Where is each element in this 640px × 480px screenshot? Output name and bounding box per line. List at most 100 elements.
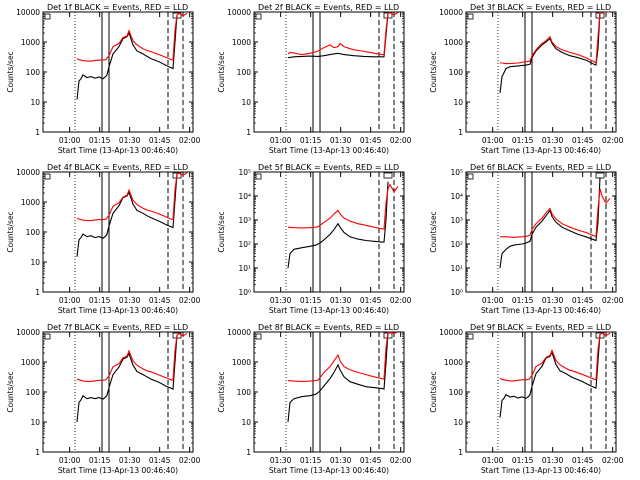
y-tick-label: 10 bbox=[453, 98, 463, 107]
x-tick-label: 01:30 bbox=[330, 456, 352, 465]
series-events-line bbox=[287, 181, 389, 269]
y-tick-label: 1 bbox=[246, 128, 251, 137]
corner-box-marker bbox=[44, 13, 51, 20]
panel-title: Det 5f BLACK = Events, RED = LLD bbox=[258, 163, 399, 172]
x-tick-label: 01:15 bbox=[512, 136, 534, 145]
marker-solid-pair bbox=[312, 331, 321, 453]
detector-panel-5: Det 5f BLACK = Events, RED = LLD 10⁰ 10¹ 10… bbox=[217, 163, 412, 315]
panel-title: Det 1f BLACK = Events, RED = LLD bbox=[47, 3, 188, 12]
corner-box-marker bbox=[467, 333, 474, 340]
x-tick-label: 01:00 bbox=[482, 456, 504, 465]
y-tick-label: 10 bbox=[453, 418, 463, 427]
y-tick-label: 10 bbox=[30, 98, 40, 107]
y-tick-label: 10² bbox=[450, 240, 463, 249]
x-tick-label: 01:15 bbox=[89, 136, 111, 145]
x-tick-label: 02:00 bbox=[602, 296, 624, 305]
x-tick-label: 01:00 bbox=[59, 136, 81, 145]
x-tick-label: 01:30 bbox=[542, 136, 564, 145]
plot-frame bbox=[42, 171, 194, 293]
series-events-line bbox=[499, 12, 601, 94]
series-lld-line bbox=[500, 188, 611, 238]
x-tick-label: 02:00 bbox=[602, 136, 624, 145]
series-events-line bbox=[287, 13, 389, 59]
panel-title: Det 2f BLACK = Events, RED = LLD bbox=[258, 3, 399, 12]
plot-frame bbox=[42, 11, 194, 133]
series-events-line bbox=[287, 332, 389, 423]
series-events-line bbox=[499, 177, 601, 269]
x-tick-label: 01:45 bbox=[149, 296, 171, 305]
x-tick-label: 02:00 bbox=[390, 136, 412, 145]
x-axis-label: Start Time (13-Apr-13 00:46:40) bbox=[481, 306, 601, 315]
x-tick-label: 01:00 bbox=[270, 136, 292, 145]
y-tick-label: 1 bbox=[35, 448, 40, 457]
corner-box-marker bbox=[44, 173, 51, 180]
x-tick-label: 01:45 bbox=[572, 136, 594, 145]
plot-frame bbox=[253, 171, 405, 293]
series-lld-line bbox=[76, 172, 188, 222]
y-tick-label: 1 bbox=[458, 128, 463, 137]
x-tick-label: 01:15 bbox=[300, 296, 322, 305]
y-tick-label: 1000 bbox=[232, 358, 251, 367]
y-tick-label: 100 bbox=[449, 388, 464, 397]
x-tick-label: 01:30 bbox=[542, 296, 564, 305]
y-axis-label: Counts/sec bbox=[429, 51, 438, 92]
y-tick-label: 10⁰ bbox=[450, 288, 463, 297]
corner-box-marker bbox=[255, 173, 262, 180]
y-tick-label: 1000 bbox=[444, 38, 463, 47]
marker-solid-pair bbox=[101, 331, 110, 453]
y-axis-label: Counts/sec bbox=[6, 211, 15, 252]
x-tick-label: 01:30 bbox=[270, 296, 292, 305]
corner-box-marker bbox=[467, 13, 474, 20]
y-tick-label: 100 bbox=[26, 228, 41, 237]
marker-solid-pair bbox=[524, 11, 533, 133]
x-tick-label: 01:30 bbox=[119, 296, 141, 305]
plot-frame bbox=[465, 11, 617, 133]
y-axis-label: Counts/sec bbox=[429, 211, 438, 252]
panel-title: Det 9f BLACK = Events, RED = LLD bbox=[470, 323, 611, 332]
detector-panel-2: Det 2f BLACK = Events, RED = LLD 1 10 100 10… bbox=[217, 3, 412, 155]
y-tick-label: 10⁵ bbox=[450, 168, 463, 177]
series-lld-line bbox=[500, 12, 610, 65]
x-tick-label: 01:45 bbox=[360, 456, 382, 465]
series-lld-line bbox=[287, 332, 399, 382]
x-tick-label: 02:00 bbox=[179, 296, 201, 305]
x-tick-label: 02:00 bbox=[179, 136, 201, 145]
series-lld-line bbox=[76, 12, 188, 62]
y-tick-label: 10000 bbox=[227, 8, 251, 17]
corner-box-marker bbox=[255, 333, 262, 340]
y-tick-label: 10 bbox=[241, 418, 251, 427]
series-events-line bbox=[76, 334, 178, 423]
plot-frame bbox=[465, 171, 617, 293]
y-tick-label: 1 bbox=[458, 448, 463, 457]
series-lld-line bbox=[76, 332, 188, 382]
x-tick-label: 01:15 bbox=[512, 456, 534, 465]
y-tick-label: 1000 bbox=[21, 198, 40, 207]
y-tick-label: 10² bbox=[238, 240, 251, 249]
y-tick-label: 1000 bbox=[21, 38, 40, 47]
detector-panel-6: Det 6f BLACK = Events, RED = LLD 10⁰ 10¹ 10… bbox=[429, 163, 624, 315]
x-tick-label: 02:00 bbox=[179, 456, 201, 465]
panel-title: Det 6f BLACK = Events, RED = LLD bbox=[470, 163, 611, 172]
detector-panel-8: Det 8f BLACK = Events, RED = LLD 1 10 100 10… bbox=[217, 323, 412, 475]
x-tick-label: 01:15 bbox=[300, 136, 322, 145]
x-tick-label: 01:30 bbox=[330, 296, 352, 305]
x-axis-label: Start Time (13-Apr-13 00:46:40) bbox=[481, 146, 601, 155]
x-tick-label: 01:30 bbox=[542, 456, 564, 465]
detector-panel-1: Det 1f BLACK = Events, RED = LLD 1 10 100 10… bbox=[6, 3, 201, 155]
x-axis-label: Start Time (13-Apr-13 00:46:40) bbox=[481, 466, 601, 475]
plot-frame bbox=[42, 331, 194, 453]
y-tick-label: 10⁴ bbox=[450, 192, 463, 201]
panel-title: Det 8f BLACK = Events, RED = LLD bbox=[258, 323, 399, 332]
y-axis-label: Counts/sec bbox=[429, 371, 438, 412]
marker-solid-pair bbox=[312, 171, 321, 293]
x-axis-label: Start Time (13-Apr-13 00:46:40) bbox=[58, 306, 178, 315]
detector-panel-7: Det 7f BLACK = Events, RED = LLD 1 10 100 10… bbox=[6, 323, 201, 475]
plot-frame bbox=[465, 331, 617, 453]
x-tick-label: 01:30 bbox=[119, 456, 141, 465]
y-axis-label: Counts/sec bbox=[6, 371, 15, 412]
x-tick-label: 01:45 bbox=[572, 296, 594, 305]
x-tick-label: 01:30 bbox=[330, 136, 352, 145]
series-events-line bbox=[76, 173, 178, 257]
y-axis-label: Counts/sec bbox=[217, 51, 226, 92]
